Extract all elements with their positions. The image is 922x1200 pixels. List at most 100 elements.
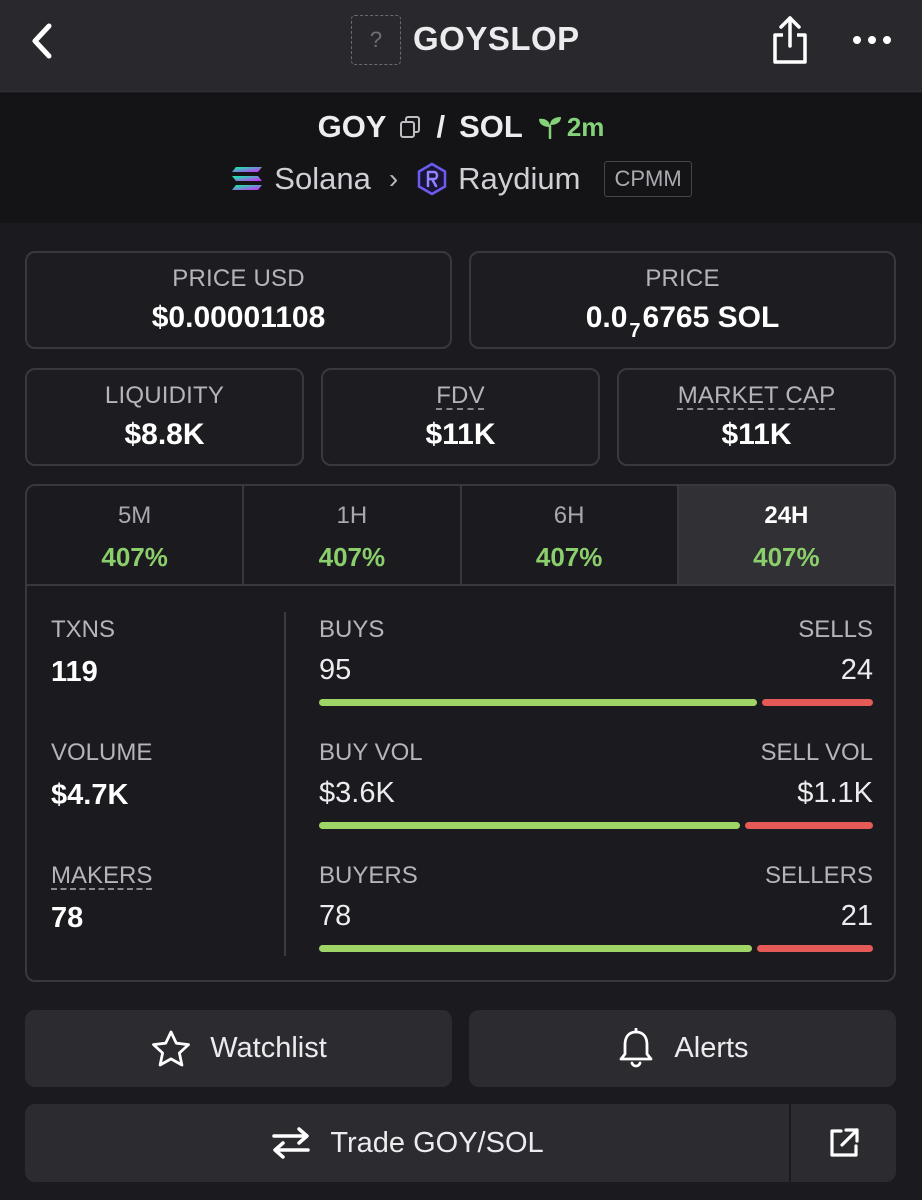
period-stats-panel: 5M 407% 1H 407% 6H 407% 24H 407% TXNS 11… [25, 484, 896, 982]
more-icon [853, 36, 891, 44]
buyers-sellers-split: BUYERS SELLERS 78 21 [319, 862, 873, 952]
solana-logo-icon [232, 167, 263, 190]
fdv-label[interactable]: FDV [323, 382, 598, 410]
price-native-label: PRICE [645, 265, 720, 292]
volume-value: $4.7K [51, 779, 129, 811]
copy-icon[interactable] [398, 115, 422, 139]
market-cap-value: $11K [721, 418, 792, 451]
buy-bar [319, 822, 740, 829]
buy-sell-volume-bar [319, 822, 873, 829]
volume-metric: VOLUME $4.7K [51, 739, 152, 812]
sells-value: 24 [840, 654, 873, 686]
open-external-button[interactable] [791, 1104, 896, 1182]
swap-arrows-icon [272, 1127, 311, 1159]
sprout-icon [538, 117, 561, 139]
chain-name[interactable]: Solana [274, 161, 371, 196]
raydium-logo-icon [417, 162, 447, 196]
sell-bar [744, 822, 873, 829]
buyers-sellers-bar [319, 945, 873, 952]
page-title: GOYSLOP [413, 20, 580, 57]
makers-label[interactable]: MAKERS [51, 862, 153, 889]
sell-bar [762, 699, 873, 706]
back-chevron-icon [32, 23, 52, 59]
tab-label: 24H [764, 502, 809, 529]
dex-type-badge: CPMM [604, 161, 692, 197]
star-icon [152, 1030, 191, 1066]
buy-vol-label: BUY VOL [319, 739, 423, 766]
top-bar: ? GOYSLOP [0, 0, 922, 92]
makers-metric: MAKERS 78 [51, 862, 152, 935]
fdv-card: FDV $11K [321, 368, 600, 466]
market-cap-label[interactable]: MARKET CAP [619, 382, 894, 410]
dex-name[interactable]: Raydium [458, 161, 581, 196]
buy-bar [319, 699, 758, 706]
price-usd-label: PRICE USD [172, 265, 305, 292]
pair-separator: / [436, 109, 446, 144]
share-icon [773, 16, 807, 64]
makers-value: 78 [51, 902, 84, 934]
price-native-zero-count: 7 [629, 320, 641, 342]
tab-label: 5M [117, 502, 152, 529]
quote-token-symbol: SOL [459, 109, 523, 144]
external-link-icon [829, 1128, 859, 1157]
buys-value: 95 [319, 654, 352, 686]
txns-metric: TXNS 119 [51, 616, 115, 689]
trade-button[interactable]: Trade GOY/SOL [25, 1104, 789, 1182]
price-native-prefix: 0.0 [585, 301, 628, 334]
txns-value: 119 [51, 656, 98, 688]
price-usd-value: $0.00001108 [151, 301, 326, 334]
base-token-symbol: GOY [317, 109, 387, 144]
chain-dex-breadcrumb: Solana › Raydium CPMM [0, 161, 922, 197]
share-button[interactable] [768, 14, 812, 68]
market-cap-card: MARKET CAP $11K [617, 368, 896, 466]
price-native-value: 0.0 76765 SOL [471, 301, 894, 342]
token-logo-placeholder: ? [351, 15, 401, 65]
more-button[interactable] [848, 22, 896, 58]
sell-bar [756, 945, 873, 952]
buy-vol-value: $3.6K [319, 777, 395, 809]
sell-vol-value: $1.1K [797, 777, 873, 809]
txns-label: TXNS [51, 616, 116, 643]
pair-age: 2m [537, 111, 605, 143]
liquidity-value: $8.8K [124, 418, 205, 451]
market-cap-label-text[interactable]: MARKET CAP [677, 382, 836, 409]
liquidity-card: LIQUIDITY $8.8K [25, 368, 304, 466]
buy-bar [319, 945, 752, 952]
fdv-label-text[interactable]: FDV [436, 382, 485, 409]
alerts-label: Alerts [674, 1032, 749, 1064]
tab-24h[interactable]: 24H 407% [678, 486, 894, 584]
trade-bar: Trade GOY/SOL [25, 1104, 896, 1182]
metrics-divider [284, 612, 286, 956]
unknown-token-icon: ? [369, 27, 383, 52]
price-usd-card: PRICE USD $0.00001108 [25, 251, 452, 349]
breadcrumb-chevron-icon: › [388, 163, 399, 194]
tab-6h[interactable]: 6H 407% [462, 486, 679, 584]
buy-sell-volume-split: BUY VOL SELL VOL $3.6K $1.1K [319, 739, 873, 829]
liquidity-label: LIQUIDITY [104, 382, 225, 409]
back-button[interactable] [22, 18, 62, 64]
bell-icon [620, 1027, 653, 1067]
fdv-value: $11K [425, 418, 496, 451]
buys-label: BUYS [319, 616, 385, 643]
sell-vol-label: SELL VOL [760, 739, 873, 766]
buyers-value: 78 [319, 900, 352, 932]
sells-label: SELLS [798, 616, 873, 643]
tab-change: 407% [318, 542, 386, 572]
buys-sells-split: BUYS SELLS 95 24 [319, 616, 873, 706]
pair-age-text: 2m [566, 111, 605, 142]
tab-1h[interactable]: 1H 407% [244, 486, 462, 584]
sellers-label: SELLERS [764, 862, 873, 889]
watchlist-button[interactable]: Watchlist [25, 1010, 452, 1087]
tab-5m[interactable]: 5M 407% [27, 486, 245, 584]
tab-change: 407% [535, 542, 603, 572]
price-native-card: PRICE 0.0 76765 SOL [469, 251, 896, 349]
tab-label: 6H [553, 502, 585, 529]
volume-label: VOLUME [51, 739, 153, 766]
alerts-button[interactable]: Alerts [469, 1010, 896, 1087]
tab-label: 1H [336, 502, 368, 529]
sellers-value: 21 [840, 900, 873, 932]
period-tabs: 5M 407% 1H 407% 6H 407% 24H 407% [27, 486, 894, 586]
tab-change: 407% [101, 542, 168, 572]
tab-change: 407% [753, 542, 820, 572]
trade-label: Trade GOY/SOL [330, 1126, 544, 1159]
